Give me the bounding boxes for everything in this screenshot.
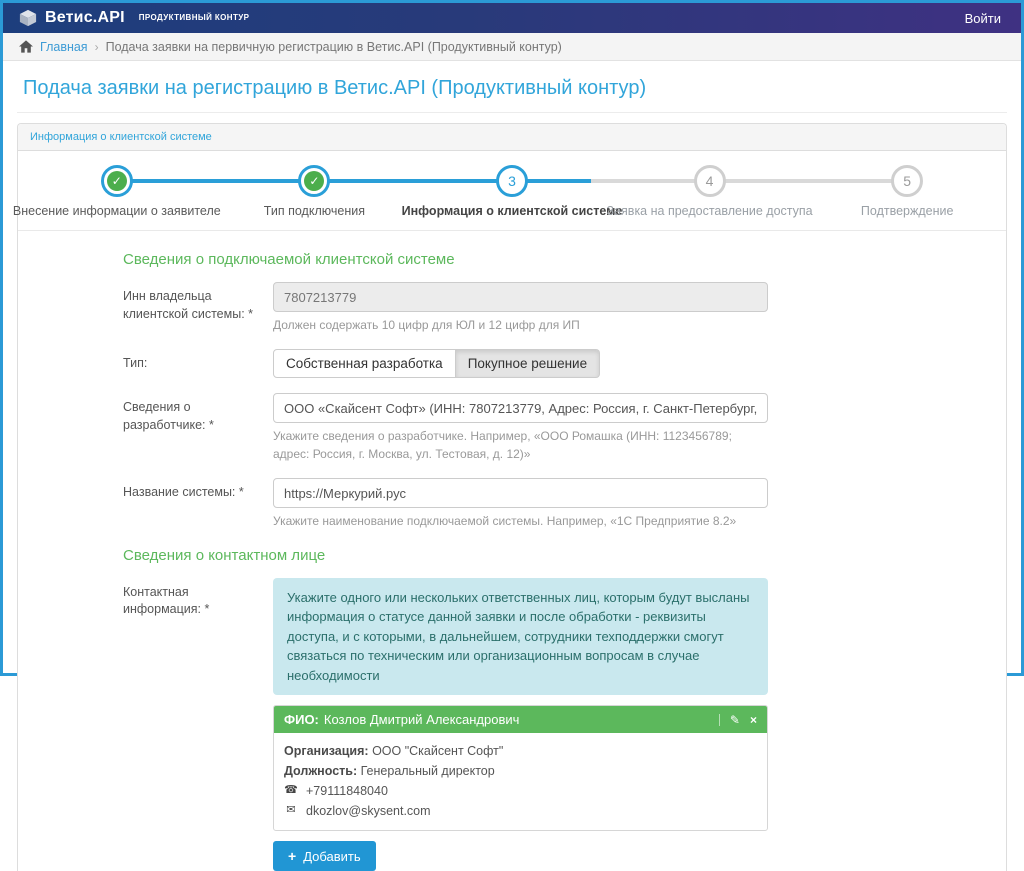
stepper-step-access-request: 4 Заявка на предоставление доступа (607, 165, 813, 218)
phone-line: ☎ +79111848040 (284, 781, 757, 801)
step-circle-done: ✓ (100, 165, 133, 197)
check-icon: ✓ (106, 171, 127, 191)
contact-info-alert: Укажите одного или нескольких ответствен… (273, 577, 768, 696)
contact-card-body: Организация: ООО "Скайсент Софт" Должнос… (274, 733, 767, 830)
system-name-hint: Укажите наименование подключаемой систем… (273, 514, 737, 529)
phone-value: +79111848040 (306, 784, 388, 799)
contact-info-label: Контактная информация: * (123, 584, 210, 617)
page-title: Подача заявки на регистрацию в Ветис.API… (23, 77, 647, 99)
client-system-form: Сведения о подключаемой клиентской систе… (18, 231, 1006, 871)
type-toggle-group: Собственная разработка Покупное решение (273, 349, 601, 379)
type-label: Тип: (123, 356, 148, 371)
stepper-step-applicant-info[interactable]: ✓ Внесение информации о заявителе (13, 165, 221, 218)
stepper-step-client-system-info[interactable]: 3 Информация о клиентской системе (402, 165, 622, 218)
step-label: Заявка на предоставление доступа (606, 204, 813, 218)
step-label: Информация о клиентской системе (401, 204, 623, 218)
brand[interactable]: Ветис.API ПРОДУКТИВНЫЙ КОНТУР (19, 9, 249, 27)
check-icon: ✓ (304, 171, 325, 191)
step-circle-active: 3 (495, 165, 528, 197)
brand-contour-label: ПРОДУКТИВНЫЙ КОНТУР (138, 13, 250, 22)
fio-value: Козлов Дмитрий Александрович (323, 712, 520, 728)
step-label: Тип подключения (263, 204, 365, 218)
developer-label: Сведения о разработчике: * (123, 400, 214, 432)
step-number: 5 (903, 173, 912, 189)
add-contact-button[interactable]: + Добавить (273, 841, 376, 871)
step-circle-done: ✓ (298, 165, 331, 197)
email-value: dkozlov@skysent.com (306, 804, 431, 819)
breadcrumb-separator: › (94, 39, 99, 54)
contact-card-header: ФИО: Козлов Дмитрий Александрович ✎ × (274, 706, 767, 734)
organization-line: Организация: ООО "Скайсент Софт" (284, 741, 757, 761)
fio-label: ФИО: (284, 712, 319, 728)
breadcrumb-current: Подача заявки на первичную регистрацию в… (105, 39, 562, 54)
delete-icon[interactable]: × (749, 712, 757, 727)
app-header: Ветис.API ПРОДУКТИВНЫЙ КОНТУР Войти (3, 3, 1021, 33)
breadcrumb-home-link[interactable]: Главная (40, 39, 88, 54)
section-title-contact-person: Сведения о контактном лице (123, 546, 326, 564)
stepper-step-confirmation: 5 Подтверждение (808, 165, 1006, 218)
system-name-row: Название системы: * Укажите наименование… (123, 478, 1006, 530)
step-label: Подтверждение (860, 204, 954, 218)
section-title-client-system: Сведения о подключаемой клиентской систе… (123, 251, 455, 268)
type-option-purchased-solution[interactable]: Покупное решение (455, 349, 601, 379)
title-divider (17, 112, 1007, 113)
inn-input[interactable] (273, 282, 768, 312)
position-line: Должность: Генеральный директор (284, 761, 757, 781)
developer-input[interactable] (273, 393, 768, 424)
stepper-progress (116, 179, 592, 183)
inn-row: Инн владельца клиентской системы: * Долж… (123, 282, 1006, 334)
organization-value: ООО "Скайсент Софт" (372, 744, 504, 759)
login-button[interactable]: Войти (964, 10, 1001, 26)
type-row: Тип: Собственная разработка Покупное реш… (123, 349, 1006, 379)
step-label: Внесение информации о заявителе (12, 204, 221, 218)
contact-card: ФИО: Козлов Дмитрий Александрович ✎ × Ор… (273, 705, 768, 832)
stepper-step-connection-type[interactable]: ✓ Тип подключения (216, 165, 414, 218)
developer-hint: Укажите сведения о разработчике. Наприме… (273, 429, 732, 461)
type-option-own-development[interactable]: Собственная разработка (273, 349, 456, 379)
step-circle-pending: 4 (693, 165, 726, 197)
home-icon[interactable] (19, 40, 33, 53)
add-button-label: Добавить (303, 848, 361, 864)
brand-name: Ветис.API (45, 9, 125, 26)
email-line: ✉ dkozlov@skysent.com (284, 801, 757, 821)
step-number: 3 (508, 173, 516, 189)
developer-row: Сведения о разработчике: * Укажите сведе… (123, 393, 1006, 463)
system-name-label: Название системы: * (123, 485, 244, 500)
phone-icon: ☎ (284, 784, 298, 797)
breadcrumb: Главная › Подача заявки на первичную рег… (3, 33, 1021, 61)
contact-info-row: Контактная информация: * Укажите одного … (123, 577, 1006, 871)
edit-icon[interactable]: ✎ (729, 712, 740, 727)
cube-logo-icon (19, 9, 37, 27)
plus-icon: + (288, 848, 297, 865)
client-system-panel: Информация о клиентской системе ✓ Внесен… (13, 123, 1007, 871)
contact-card-actions: ✎ × (718, 712, 757, 727)
system-name-input[interactable] (273, 478, 768, 509)
inn-label: Инн владельца клиентской системы: * (123, 289, 253, 321)
step-circle-pending: 5 (891, 165, 924, 197)
inn-hint: Должен содержать 10 цифр для ЮЛ и 12 циф… (273, 318, 580, 332)
position-value: Генеральный директор (360, 764, 495, 779)
email-icon: ✉ (286, 804, 296, 817)
position-label: Должность: (284, 764, 358, 779)
organization-label: Организация: (284, 744, 369, 759)
step-number: 4 (705, 173, 714, 189)
progress-stepper: ✓ Внесение информации о заявителе ✓ Тип … (13, 151, 1006, 231)
panel-heading: Информация о клиентской системе (18, 124, 1006, 151)
